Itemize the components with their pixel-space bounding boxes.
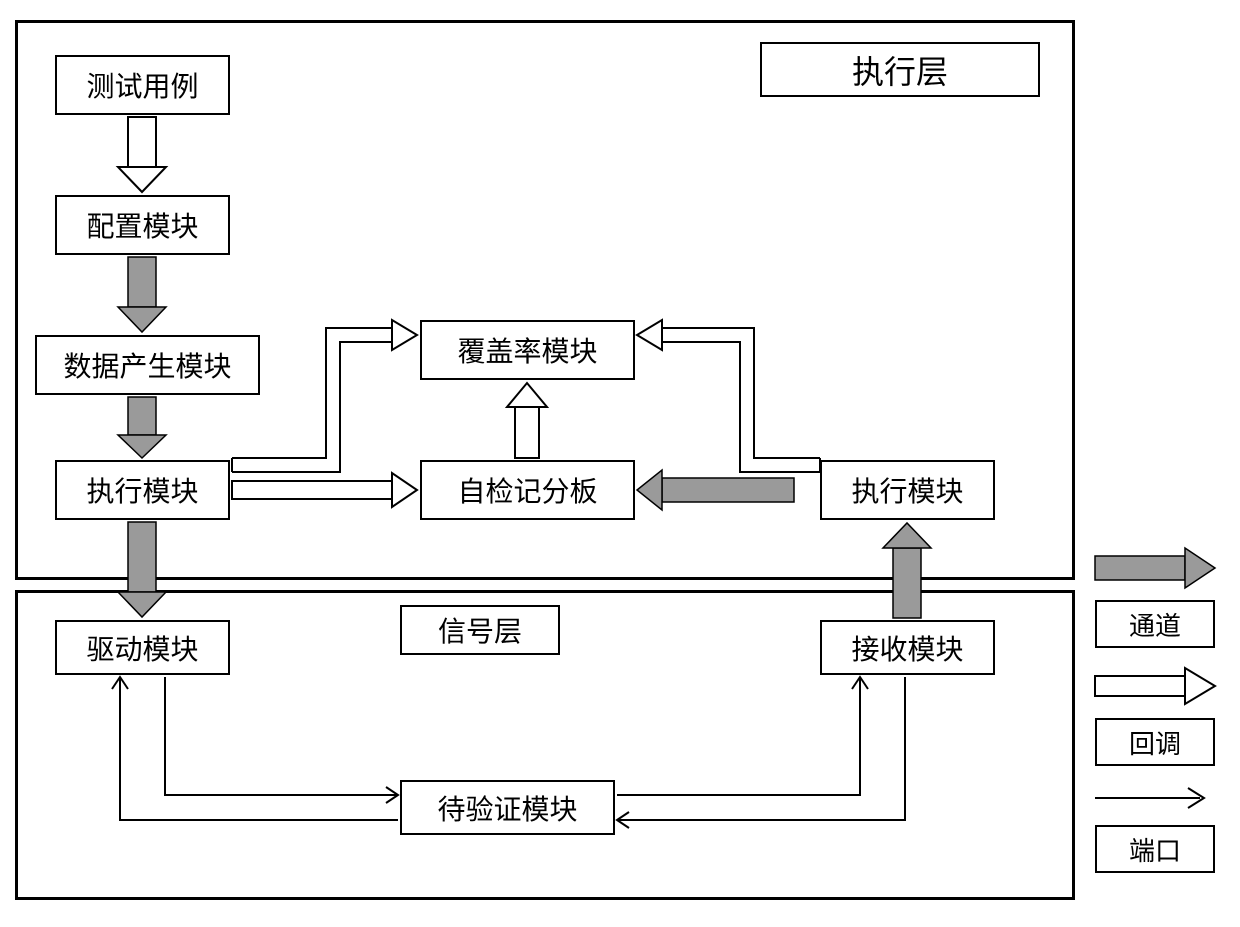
exec-right-node: 执行模块 [820, 460, 995, 520]
signal-layer-title-text: 信号层 [438, 610, 522, 650]
driver-label: 驱动模块 [86, 628, 198, 668]
dut-node: 待验证模块 [400, 780, 615, 835]
exec-left-node: 执行模块 [55, 460, 230, 520]
legend-port-arrow [1095, 788, 1204, 808]
signal-layer-title: 信号层 [400, 605, 560, 655]
legend-callback-box: 回调 [1095, 718, 1215, 766]
exec-right-label: 执行模块 [851, 470, 963, 510]
legend-port-box: 端口 [1095, 825, 1215, 873]
driver-node: 驱动模块 [55, 620, 230, 675]
legend-channel-box: 通道 [1095, 600, 1215, 648]
execution-layer-title: 执行层 [760, 42, 1040, 97]
config-node: 配置模块 [55, 195, 230, 255]
legend-channel-arrow [1095, 548, 1215, 588]
data-gen-node: 数据产生模块 [35, 335, 260, 395]
legend-callback-arrow [1095, 668, 1215, 704]
receiver-node: 接收模块 [820, 620, 995, 675]
test-case-node: 测试用例 [55, 55, 230, 115]
config-label: 配置模块 [86, 205, 198, 245]
coverage-label: 覆盖率模块 [457, 330, 597, 370]
data-gen-label: 数据产生模块 [63, 345, 231, 385]
scoreboard-label: 自检记分板 [457, 470, 597, 510]
execution-layer-title-text: 执行层 [852, 47, 948, 93]
receiver-label: 接收模块 [851, 628, 963, 668]
legend-channel-text: 通道 [1129, 606, 1181, 643]
legend-port-text: 端口 [1129, 831, 1181, 868]
exec-left-label: 执行模块 [86, 470, 198, 510]
scoreboard-node: 自检记分板 [420, 460, 635, 520]
dut-label: 待验证模块 [437, 788, 577, 828]
coverage-node: 覆盖率模块 [420, 320, 635, 380]
legend-callback-text: 回调 [1129, 724, 1181, 761]
test-case-label: 测试用例 [86, 65, 198, 105]
